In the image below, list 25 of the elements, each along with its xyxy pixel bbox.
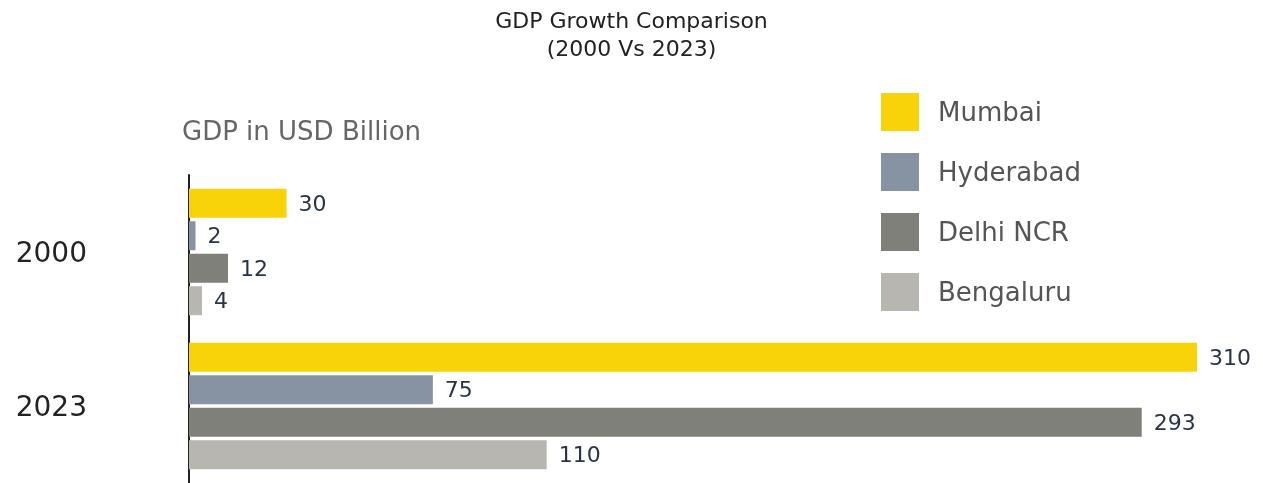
- bar: [189, 375, 433, 405]
- data-label: 293: [1153, 409, 1196, 435]
- bar: [189, 440, 547, 470]
- data-label: 30: [298, 190, 327, 216]
- legend-label: Mumbai: [938, 97, 1042, 127]
- x-axis-title: GDP in USD Billion: [182, 116, 422, 146]
- data-label: 4: [214, 288, 229, 314]
- bar: [189, 286, 203, 316]
- data-label: 12: [240, 255, 269, 281]
- y-tick-label: 2023: [15, 389, 87, 423]
- chart-subtitle: (2000 Vs 2023): [546, 35, 717, 61]
- data-label: 2: [207, 223, 222, 249]
- legend-label: Bengaluru: [938, 277, 1072, 307]
- legend-label: Hyderabad: [938, 157, 1081, 187]
- bar: [189, 188, 287, 218]
- bar: [189, 253, 229, 283]
- bar: [189, 407, 1142, 437]
- chart-title: GDP Growth Comparison: [495, 7, 768, 33]
- data-label: 310: [1209, 344, 1251, 370]
- y-tick-label: 2000: [15, 235, 87, 269]
- data-label: 75: [444, 377, 473, 403]
- legend-label: Delhi NCR: [938, 217, 1069, 247]
- data-label: 110: [558, 442, 601, 468]
- bar: [189, 342, 1197, 372]
- bar: [189, 221, 196, 251]
